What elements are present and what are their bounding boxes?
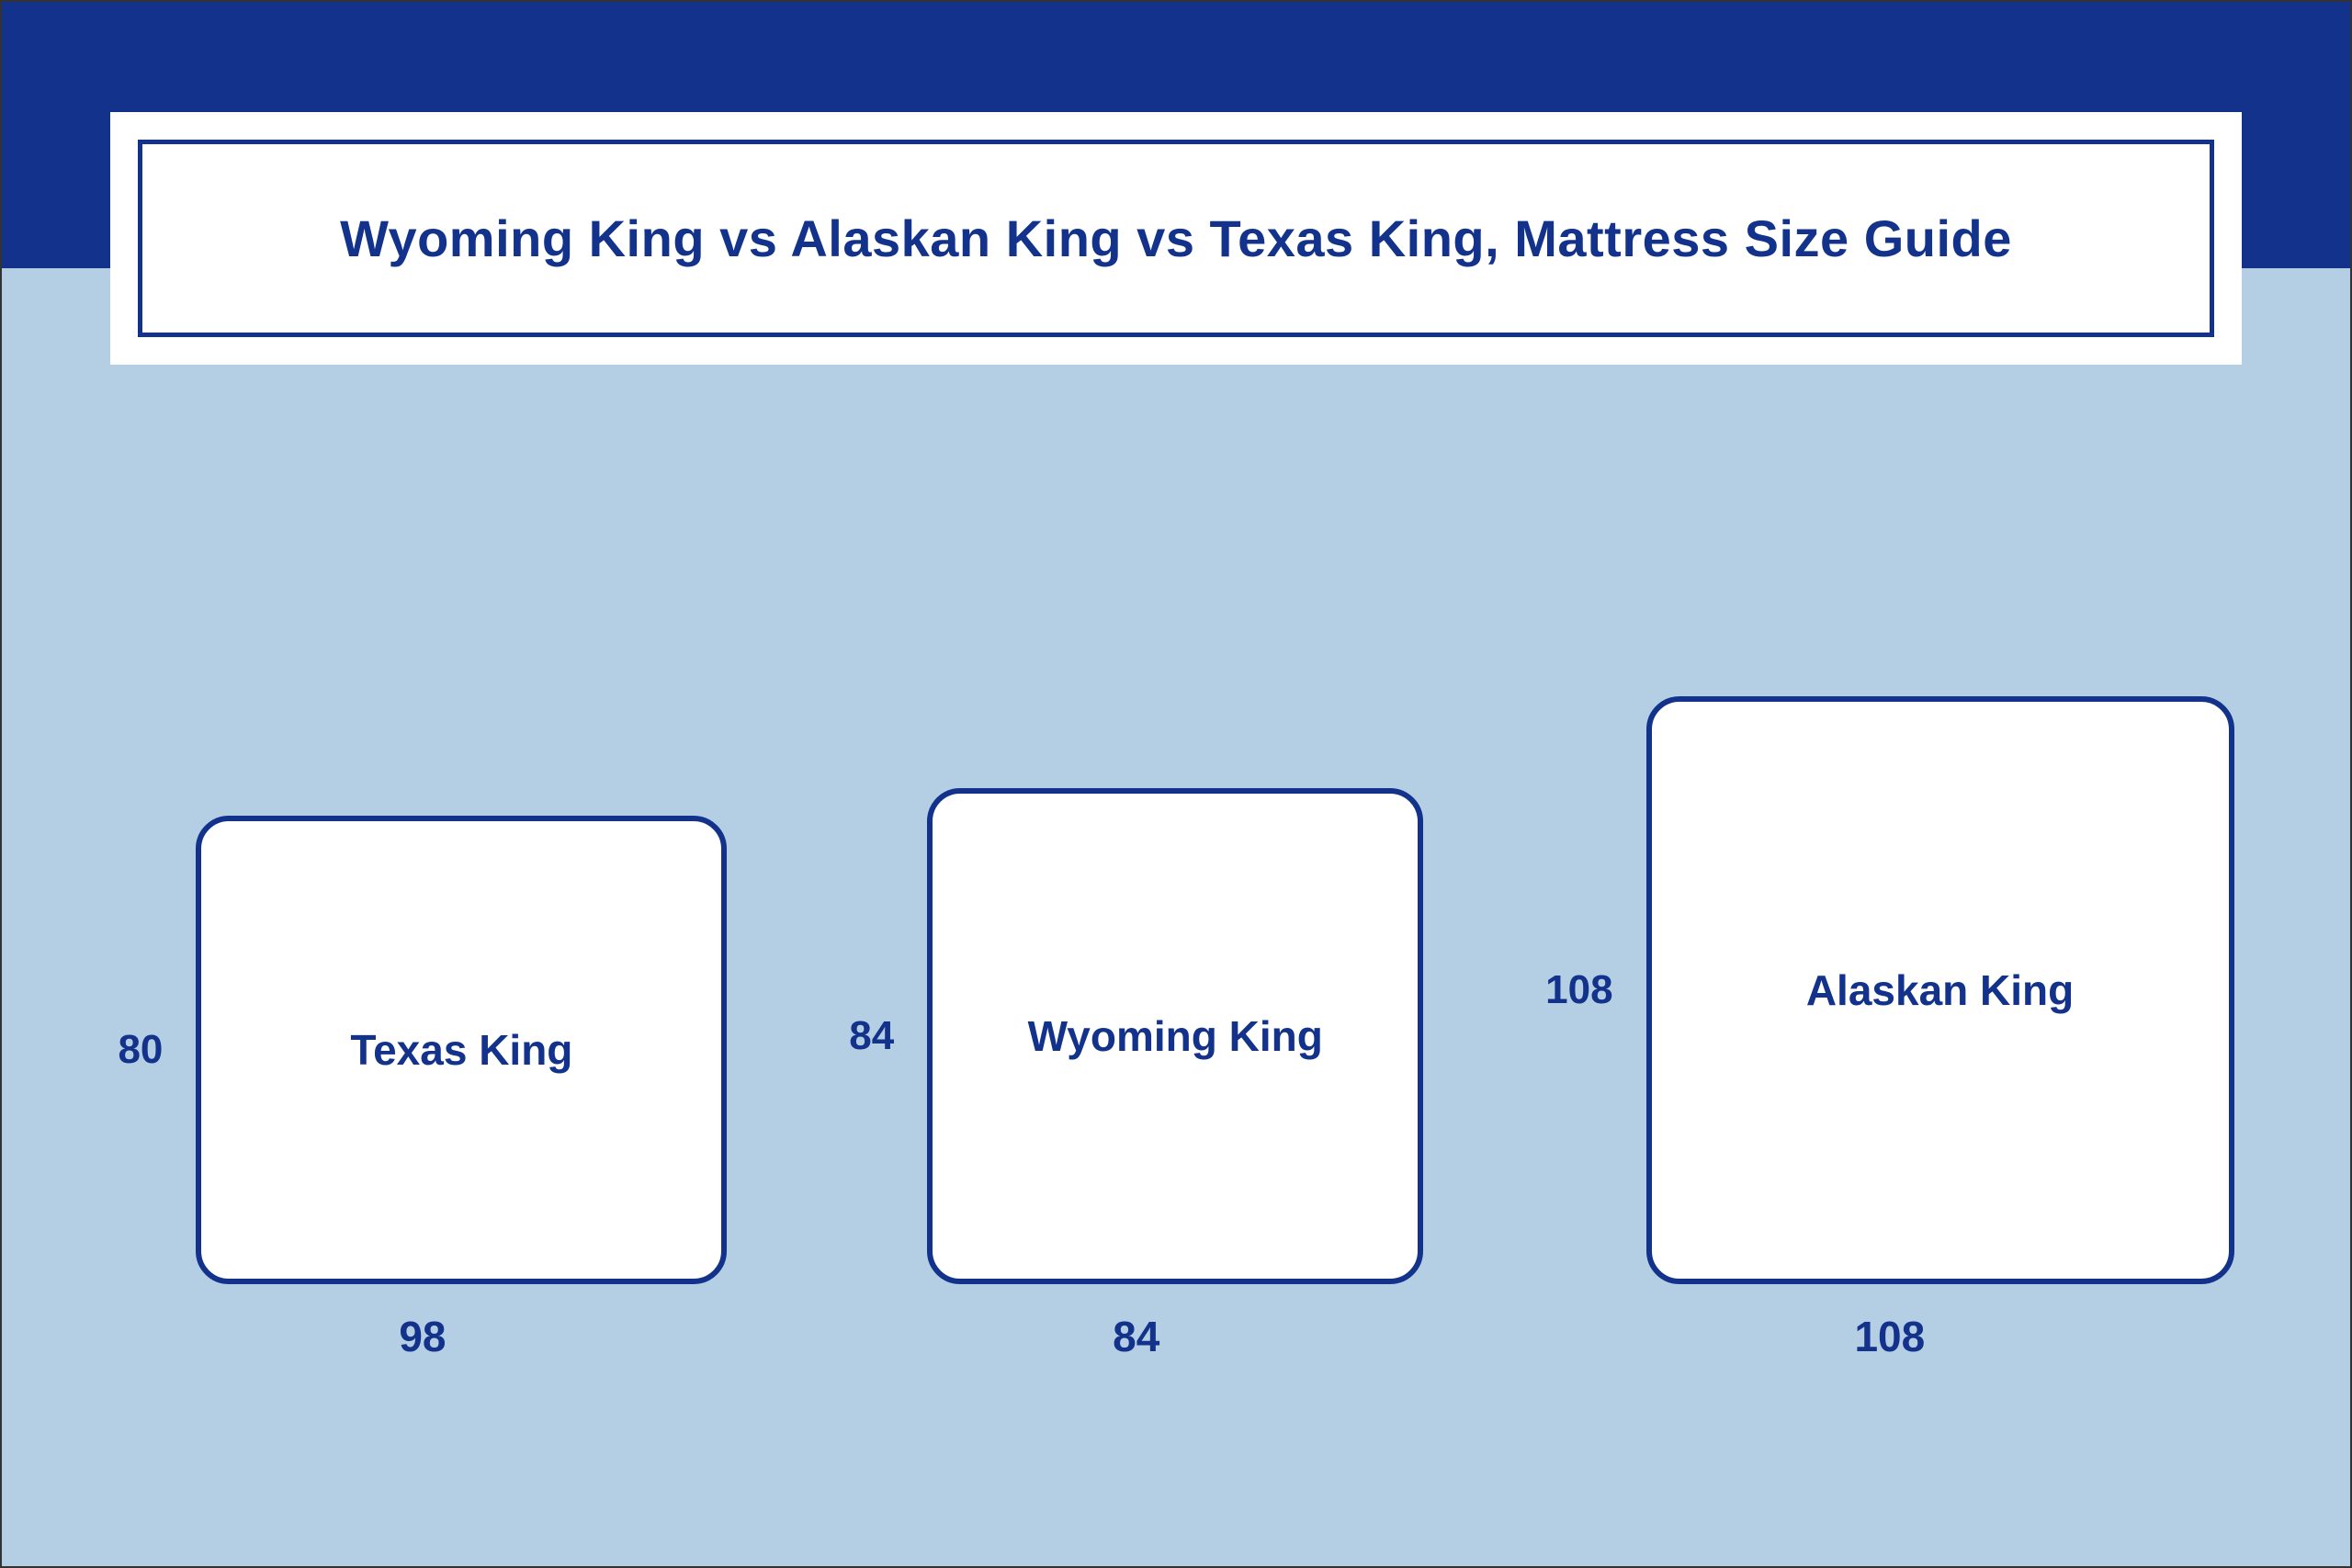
- mattress-row: 80 Texas King 98 84 Wyoming King 84 108 …: [2, 663, 2350, 1361]
- mattress-box-texas: Texas King: [196, 816, 727, 1284]
- width-label: 84: [1113, 1312, 1159, 1361]
- title-inner-border: Wyoming King vs Alaskan King vs Texas Ki…: [138, 140, 2214, 337]
- mattress-name: Wyoming King: [1028, 1011, 1323, 1061]
- infographic-canvas: Wyoming King vs Alaskan King vs Texas Ki…: [0, 0, 2352, 1568]
- item-alaskan-king: 108 Alaskan King 108: [1545, 696, 2233, 1361]
- height-label: 80: [118, 1027, 163, 1073]
- height-label: 84: [849, 1013, 894, 1059]
- box-row: 108 Alaskan King: [1545, 696, 2233, 1284]
- title-card: Wyoming King vs Alaskan King vs Texas Ki…: [110, 112, 2242, 365]
- height-label: 108: [1545, 967, 1612, 1013]
- item-texas-king: 80 Texas King 98: [118, 816, 727, 1361]
- mattress-name: Alaskan King: [1806, 965, 2074, 1015]
- width-label: 108: [1854, 1312, 1925, 1361]
- mattress-name: Texas King: [350, 1025, 572, 1075]
- box-row: 84 Wyoming King: [849, 788, 1423, 1284]
- mattress-box-alaskan: Alaskan King: [1646, 696, 2234, 1284]
- item-wyoming-king: 84 Wyoming King 84: [849, 788, 1423, 1361]
- box-row: 80 Texas King: [118, 816, 727, 1284]
- width-label: 98: [399, 1312, 446, 1361]
- mattress-box-wyoming: Wyoming King: [927, 788, 1423, 1284]
- page-title: Wyoming King vs Alaskan King vs Texas Ki…: [179, 209, 2173, 268]
